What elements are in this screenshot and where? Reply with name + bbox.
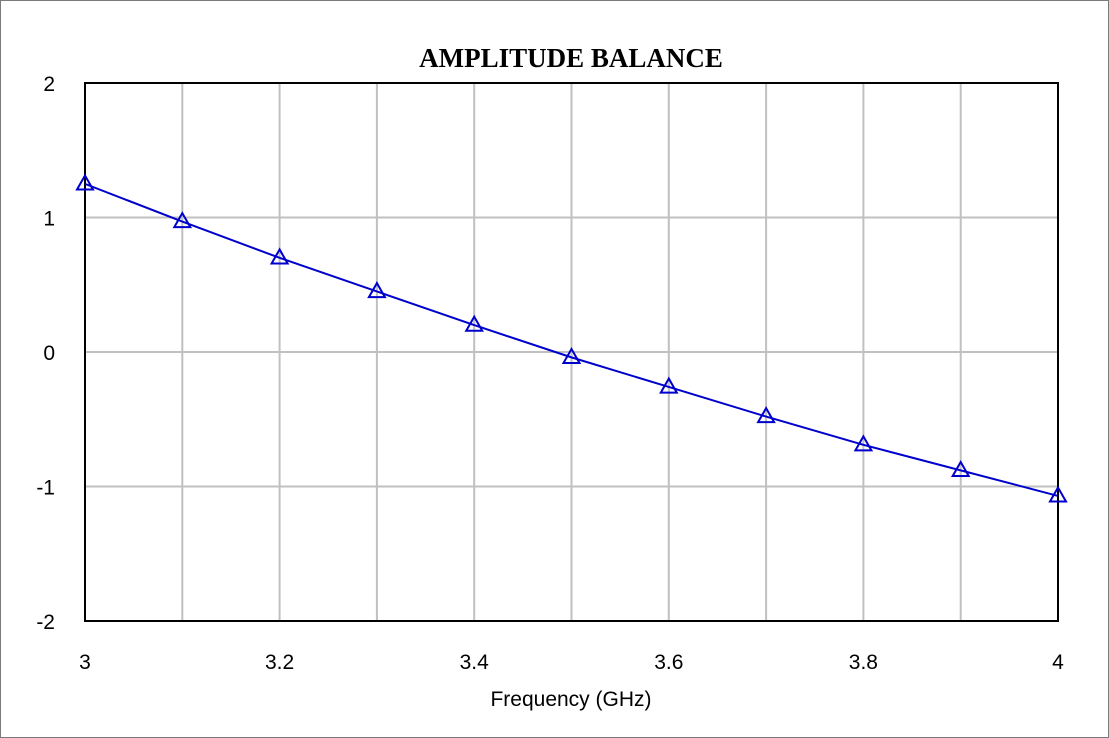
- data-point-marker: [853, 434, 874, 452]
- x-tick-label: 3.2: [265, 651, 294, 674]
- x-axis-label: Frequency (GHz): [490, 688, 651, 711]
- y-tick-label: -2: [36, 611, 55, 634]
- data-point-marker: [464, 314, 484, 332]
- data-point-marker: [561, 346, 582, 364]
- data-point-marker: [172, 211, 193, 229]
- grid-lines: [85, 83, 1058, 621]
- x-tick-label: 3.8: [849, 651, 878, 674]
- data-point-marker: [1048, 485, 1068, 503]
- data-point-marker: [756, 406, 776, 424]
- series-layer: [75, 173, 1068, 503]
- x-axis-ticks: 3 3.2 3.4 3.6 3.8 4: [79, 651, 1064, 674]
- data-point-marker: [75, 173, 95, 191]
- y-axis-ticks: 2 1 0 -1 -2: [36, 73, 55, 634]
- data-point-marker: [659, 376, 679, 394]
- data-point-marker: [269, 247, 290, 265]
- x-tick-label: 3.4: [460, 651, 490, 674]
- chart-title: AMPLITUDE BALANCE: [419, 43, 723, 73]
- data-point-marker: [950, 459, 971, 477]
- x-tick-label: 3: [79, 651, 91, 674]
- y-tick-label: 2: [43, 73, 55, 96]
- x-tick-label: 3.6: [654, 651, 683, 674]
- y-tick-label: 0: [43, 342, 55, 365]
- y-tick-label: 1: [43, 208, 55, 231]
- series-line: [84, 182, 1059, 497]
- plot-area: [84, 82, 1059, 622]
- x-tick-label: 4: [1052, 651, 1064, 674]
- y-tick-label: -1: [36, 477, 55, 500]
- data-point-marker: [367, 281, 387, 299]
